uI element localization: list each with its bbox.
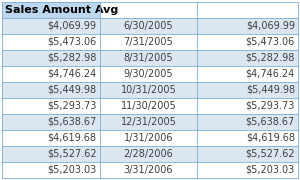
Text: 1/31/2006: 1/31/2006	[124, 133, 173, 143]
Text: $5,638.67: $5,638.67	[246, 117, 295, 127]
Text: $4,619.68: $4,619.68	[246, 133, 295, 143]
Bar	[2, 98, 298, 114]
Text: 10/31/2005: 10/31/2005	[121, 85, 176, 95]
Bar	[2, 82, 298, 98]
Text: $4,746.24: $4,746.24	[246, 69, 295, 79]
Text: 2/28/2006: 2/28/2006	[124, 149, 173, 159]
Text: 6/30/2005: 6/30/2005	[124, 21, 173, 31]
Text: $5,638.67: $5,638.67	[47, 117, 97, 127]
Text: 9/30/2005: 9/30/2005	[124, 69, 173, 79]
Text: $5,203.03: $5,203.03	[47, 165, 97, 175]
Bar	[2, 66, 298, 82]
Text: 8/31/2005: 8/31/2005	[124, 53, 173, 63]
Text: $4,619.68: $4,619.68	[48, 133, 97, 143]
Bar	[2, 2, 298, 18]
Bar	[2, 2, 100, 18]
Text: $5,527.62: $5,527.62	[47, 149, 97, 159]
Bar	[2, 114, 298, 130]
Text: $5,473.06: $5,473.06	[47, 37, 97, 47]
Bar	[2, 34, 298, 50]
Text: $5,473.06: $5,473.06	[246, 37, 295, 47]
Text: $4,069.99: $4,069.99	[48, 21, 97, 31]
Bar	[2, 50, 298, 66]
Text: 7/31/2005: 7/31/2005	[124, 37, 173, 47]
Text: $5,293.73: $5,293.73	[246, 101, 295, 111]
Text: $4,746.24: $4,746.24	[47, 69, 97, 79]
Text: $5,282.98: $5,282.98	[47, 53, 97, 63]
Text: $5,449.98: $5,449.98	[48, 85, 97, 95]
Text: $5,449.98: $5,449.98	[246, 85, 295, 95]
Text: 3/31/2006: 3/31/2006	[124, 165, 173, 175]
Text: 12/31/2005: 12/31/2005	[121, 117, 176, 127]
Bar	[2, 130, 298, 146]
Text: Sales Amount Avg: Sales Amount Avg	[5, 5, 118, 15]
Text: $4,069.99: $4,069.99	[246, 21, 295, 31]
Text: $5,527.62: $5,527.62	[245, 149, 295, 159]
Bar	[2, 146, 298, 162]
Text: 11/30/2005: 11/30/2005	[121, 101, 176, 111]
Text: $5,282.98: $5,282.98	[246, 53, 295, 63]
Text: $5,203.03: $5,203.03	[246, 165, 295, 175]
Bar	[2, 162, 298, 178]
Text: $5,293.73: $5,293.73	[47, 101, 97, 111]
Bar	[2, 18, 298, 34]
